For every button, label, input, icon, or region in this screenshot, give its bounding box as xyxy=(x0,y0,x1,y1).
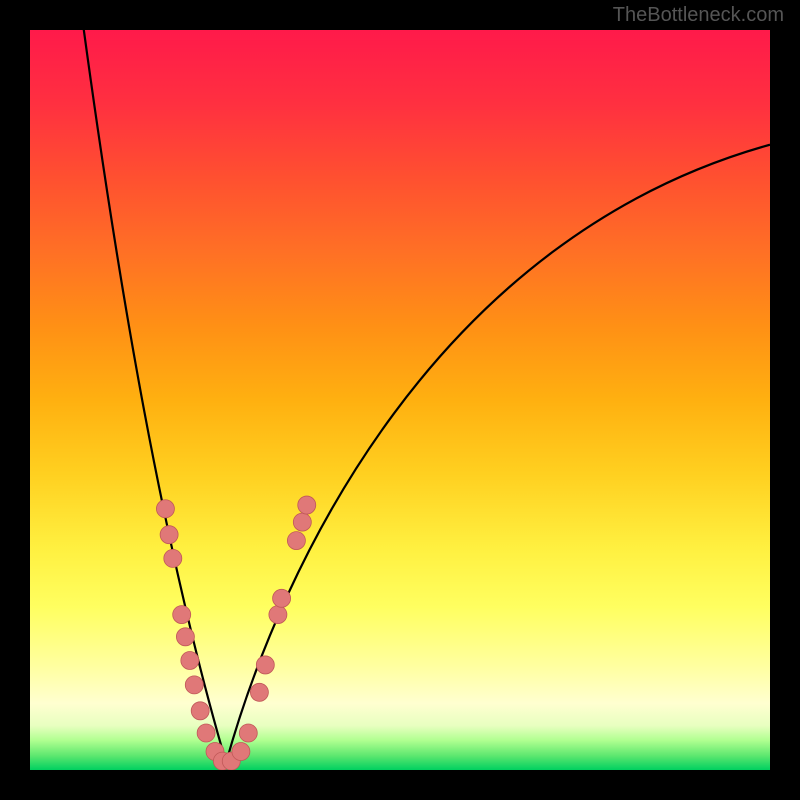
curve-marker xyxy=(185,676,203,694)
curve-marker xyxy=(160,526,178,544)
curve-marker xyxy=(176,628,194,646)
curve-marker xyxy=(156,500,174,518)
curve-marker xyxy=(269,606,287,624)
curve-marker xyxy=(197,724,215,742)
curve-marker xyxy=(239,724,257,742)
curve-marker xyxy=(191,702,209,720)
bottleneck-curve xyxy=(30,30,770,770)
curve-marker xyxy=(164,549,182,567)
curve-marker xyxy=(287,532,305,550)
watermark-text: TheBottleneck.com xyxy=(613,4,784,27)
curve-marker xyxy=(181,651,199,669)
curve-marker xyxy=(256,656,274,674)
curve-marker xyxy=(173,606,191,624)
plot-area xyxy=(30,30,770,770)
curve-marker xyxy=(273,589,291,607)
curve-marker xyxy=(250,683,268,701)
curve-marker xyxy=(298,496,316,514)
curve-marker xyxy=(232,743,250,761)
curve-marker xyxy=(293,513,311,531)
